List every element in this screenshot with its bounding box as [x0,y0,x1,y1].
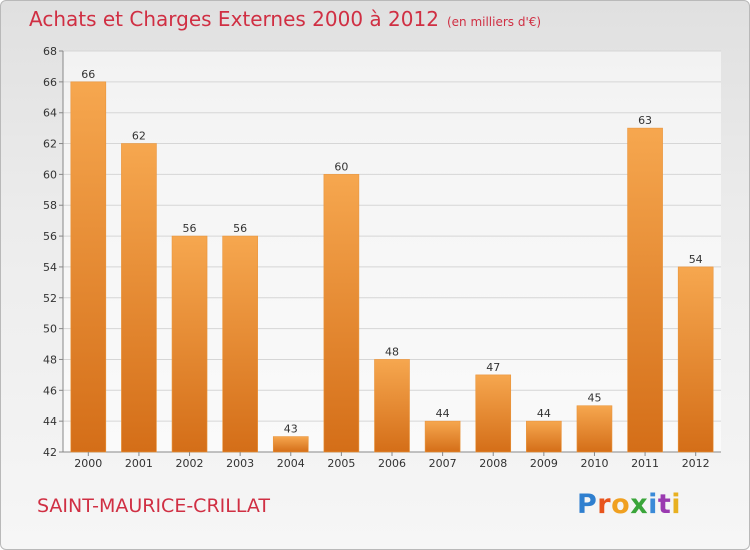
bar [576,405,613,453]
bar [171,235,208,453]
y-tick-label: 64 [43,107,57,120]
logo-letter: P [577,489,598,520]
x-tick-label: 2012 [682,457,710,470]
x-tick-label: 2008 [479,457,507,470]
y-tick-label: 62 [43,138,57,151]
data-label: 47 [486,361,500,374]
x-tick-label: 2004 [277,457,305,470]
data-label: 63 [638,114,652,127]
bar [323,174,360,453]
bar [70,81,107,453]
data-label: 44 [537,407,551,420]
x-tick-label: 2000 [74,457,102,470]
data-label: 62 [132,130,146,143]
y-tick-label: 56 [43,230,57,243]
proxiti-logo[interactable]: Proxiti [577,489,681,520]
y-tick-label: 46 [43,384,57,397]
y-tick-label: 44 [43,415,57,428]
data-label: 45 [587,392,601,405]
bar [374,359,410,453]
logo-letter: o [611,489,631,520]
data-label: 43 [284,423,298,436]
x-tick-label: 2006 [378,457,406,470]
bar [424,420,461,453]
x-tick-label: 2002 [176,457,204,470]
data-label: 56 [183,222,197,235]
logo-letter: t [657,489,672,520]
y-tick-label: 58 [43,199,57,212]
logo-letter: i [648,489,658,520]
x-tick-label: 2001 [125,457,153,470]
y-tick-label: 60 [43,168,57,181]
bar [121,143,157,453]
unit-note: (en milliers d'€) [446,15,542,29]
x-tick-label: 2011 [631,457,659,470]
data-label: 54 [689,253,703,266]
y-tick-label: 66 [43,76,57,89]
logo-letter: x [630,489,649,520]
data-label: 48 [385,345,399,358]
location-name: SAINT-MAURICE-CRILLAT [37,495,270,517]
y-tick-label: 50 [43,323,57,336]
x-tick-label: 2005 [327,457,355,470]
y-tick-label: 42 [43,446,57,459]
bar [222,235,258,453]
y-tick-label: 52 [43,292,57,305]
x-tick-label: 2010 [580,457,608,470]
y-tick-label: 54 [43,261,57,274]
y-tick-label: 48 [43,353,57,366]
x-tick-label: 2003 [226,457,254,470]
title-text: Achats et Charges Externes 2000 à 2012 [29,7,439,31]
chart-title: Achats et Charges Externes 2000 à 2012 (e… [29,7,541,31]
bar [272,436,309,453]
x-tick-label: 2007 [429,457,457,470]
data-label: 66 [81,68,95,81]
data-label: 60 [334,160,348,173]
x-tick-label: 2009 [530,457,558,470]
bar [627,127,663,453]
data-label: 56 [233,222,247,235]
data-label: 44 [436,407,450,420]
logo-letter: i [671,489,682,520]
bar [677,266,714,453]
y-tick-label: 68 [43,45,57,58]
logo-letter: r [597,489,612,520]
bar [475,374,512,453]
bar [526,420,562,453]
